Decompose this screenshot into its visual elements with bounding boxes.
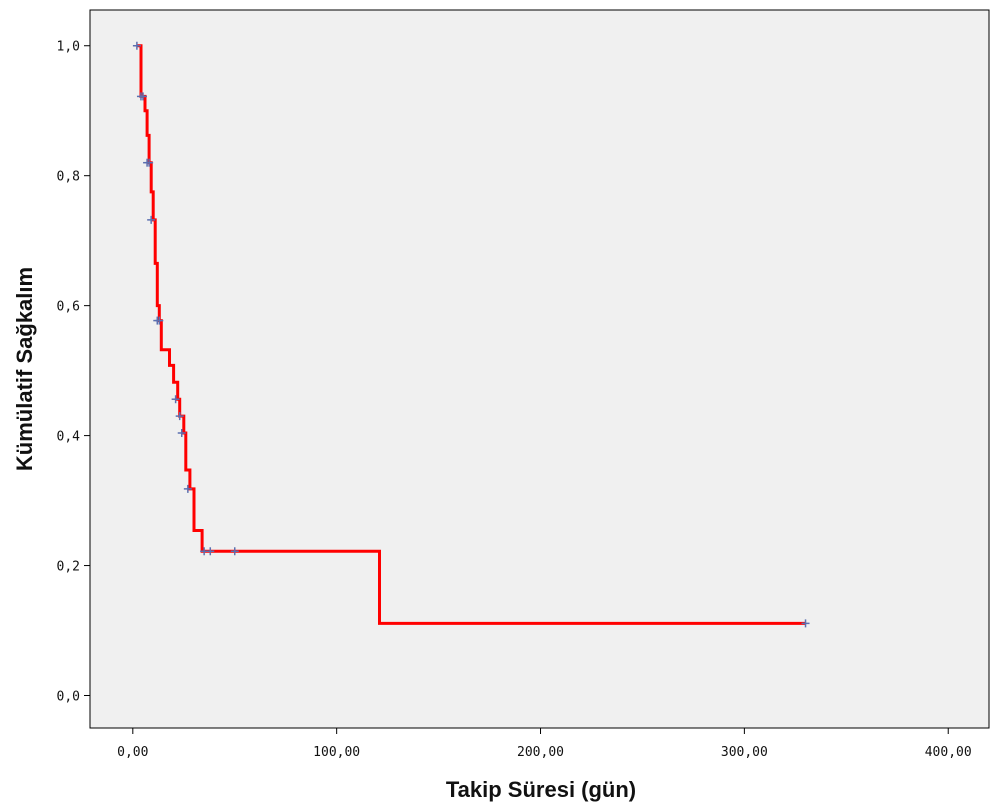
y-axis-title: Kümülatif Sağkalım — [12, 267, 37, 471]
censor-mark — [206, 547, 215, 556]
x-tick-label: 400,00 — [925, 745, 972, 760]
x-axis-title: Takip Süresi (gün) — [446, 777, 636, 802]
censor-mark — [147, 215, 156, 224]
x-tick-label: 0,00 — [117, 745, 148, 760]
censor-mark — [132, 41, 141, 50]
censor-mark — [183, 484, 192, 493]
y-tick-label: 0,0 — [57, 690, 80, 705]
censor-mark — [171, 395, 180, 404]
y-tick-label: 0,2 — [57, 560, 80, 575]
censor-mark — [230, 547, 239, 556]
y-tick-label: 0,8 — [57, 170, 80, 185]
censor-marks — [132, 41, 810, 628]
censor-mark — [145, 158, 154, 167]
plot-background — [89, 9, 990, 729]
censor-mark — [155, 316, 164, 325]
x-tick-label: 300,00 — [721, 745, 768, 760]
y-tick-label: 0,4 — [57, 430, 81, 445]
y-tick-label: 1,0 — [57, 40, 80, 55]
x-tick-label: 100,00 — [313, 745, 360, 760]
x-axis: 0,00 100,00 200,00 300,00 400,00 — [117, 728, 972, 760]
censor-mark — [139, 92, 148, 101]
x-tick-label: 200,00 — [517, 745, 564, 760]
censor-mark — [177, 429, 186, 438]
y-tick-label: 0,6 — [57, 300, 80, 315]
censor-mark — [801, 619, 810, 628]
y-axis: 0,0 0,2 0,4 0,6 0,8 1,0 — [57, 40, 90, 705]
censor-mark — [175, 412, 184, 421]
